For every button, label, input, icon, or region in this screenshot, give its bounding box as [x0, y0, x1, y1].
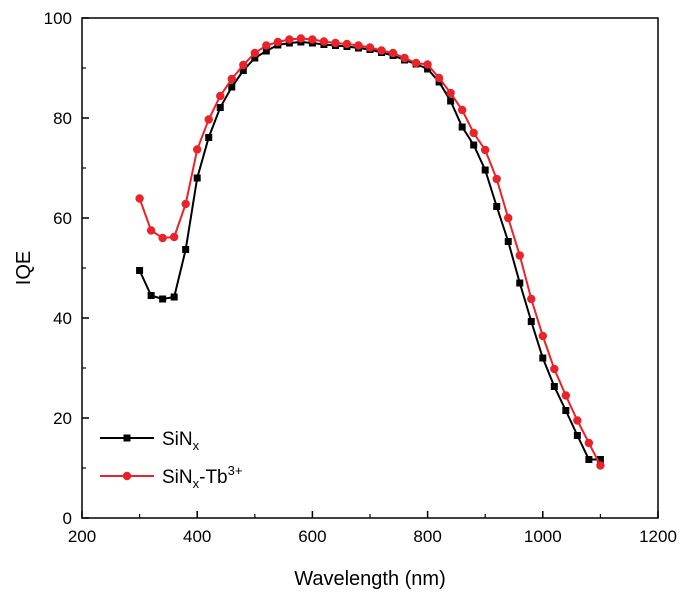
- data-point: [169, 232, 179, 242]
- y-axis-title: IQE: [13, 251, 35, 285]
- data-point: [388, 48, 398, 58]
- data-point: [354, 41, 363, 50]
- data-point: [424, 65, 432, 73]
- data-point: [411, 58, 421, 68]
- data-point: [377, 46, 386, 55]
- legend: SiNx SiNx-Tb3+: [100, 429, 242, 491]
- data-point: [205, 134, 213, 141]
- data-point: [562, 407, 570, 414]
- data-point: [136, 267, 144, 274]
- data-point: [561, 391, 571, 400]
- data-point: [273, 37, 283, 47]
- data-point: [458, 123, 466, 131]
- data-point: [342, 39, 352, 49]
- legend-item: SiNx: [100, 429, 200, 453]
- data-point: [400, 53, 409, 63]
- legend-label: SiNx-Tb3+: [162, 463, 242, 491]
- x-tick-label: 400: [183, 527, 211, 546]
- data-point: [447, 97, 455, 105]
- data-point: [573, 416, 582, 425]
- data-point: [596, 461, 605, 470]
- x-tick-label: 600: [298, 527, 326, 546]
- x-tick-label: 800: [413, 527, 441, 546]
- data-point: [193, 145, 202, 154]
- data-point: [470, 141, 478, 149]
- data-point: [135, 194, 144, 203]
- series-layer: [135, 34, 605, 470]
- data-point: [481, 145, 490, 155]
- series-2: [135, 34, 605, 470]
- data-point: [539, 354, 547, 362]
- data-point: [239, 67, 247, 74]
- data-point: [216, 91, 225, 101]
- x-tick-label: 200: [68, 527, 96, 546]
- data-point: [469, 128, 478, 138]
- data-point: [216, 104, 224, 111]
- data-point: [423, 60, 432, 69]
- series-line: [138, 40, 601, 461]
- data-point: [239, 60, 248, 70]
- data-point: [204, 115, 213, 124]
- data-point: [481, 166, 489, 174]
- data-point: [446, 88, 455, 98]
- data-point: [573, 432, 581, 439]
- data-point: [193, 174, 201, 182]
- data-point: [504, 213, 513, 223]
- data-point: [527, 294, 536, 304]
- data-point: [331, 38, 340, 48]
- x-tick-label: 1000: [524, 527, 562, 546]
- data-point: [228, 83, 236, 91]
- y-tick-label: 0: [63, 509, 72, 528]
- data-point: [365, 43, 375, 52]
- data-point: [492, 174, 501, 184]
- x-axis-title: Wavelength (nm): [294, 568, 446, 590]
- data-point: [550, 364, 559, 374]
- data-point: [434, 73, 444, 83]
- legend-marker: [122, 471, 132, 481]
- y-tick-label: 40: [53, 309, 72, 328]
- data-point: [584, 438, 594, 448]
- legend-marker: [123, 434, 131, 442]
- data-point: [158, 233, 167, 243]
- series-line: [138, 37, 602, 466]
- y-tick-label: 20: [53, 409, 72, 428]
- data-point: [262, 41, 271, 50]
- axis-ticks: 200 400 600 800 1000 1200 0 20 40 60 80 100: [44, 9, 677, 546]
- data-point: [457, 105, 467, 115]
- data-point: [147, 292, 155, 299]
- series-1: [136, 38, 604, 463]
- data-point: [550, 383, 558, 390]
- y-tick-label: 80: [53, 109, 72, 128]
- y-tick-label: 60: [53, 209, 72, 228]
- data-point: [285, 35, 294, 44]
- data-point: [262, 47, 270, 55]
- data-point: [516, 279, 524, 287]
- x-tick-label: 1200: [639, 527, 677, 546]
- data-point: [250, 48, 259, 58]
- data-point: [159, 295, 167, 303]
- data-point: [319, 37, 329, 46]
- legend-item: SiNx-Tb3+: [100, 463, 242, 491]
- data-point: [181, 199, 190, 209]
- data-point: [170, 293, 178, 301]
- data-point: [227, 74, 236, 84]
- data-point: [308, 35, 317, 44]
- y-tick-label: 100: [44, 9, 72, 28]
- data-point: [504, 238, 512, 245]
- data-point: [493, 203, 501, 210]
- data-point: [515, 251, 524, 260]
- data-point: [596, 456, 604, 463]
- data-point: [182, 246, 190, 253]
- data-point: [296, 34, 306, 43]
- data-point: [146, 226, 156, 235]
- legend-label: SiNx: [162, 429, 200, 453]
- data-point: [251, 54, 259, 62]
- data-point: [527, 318, 535, 325]
- data-point: [585, 456, 593, 463]
- data-point: [538, 331, 547, 341]
